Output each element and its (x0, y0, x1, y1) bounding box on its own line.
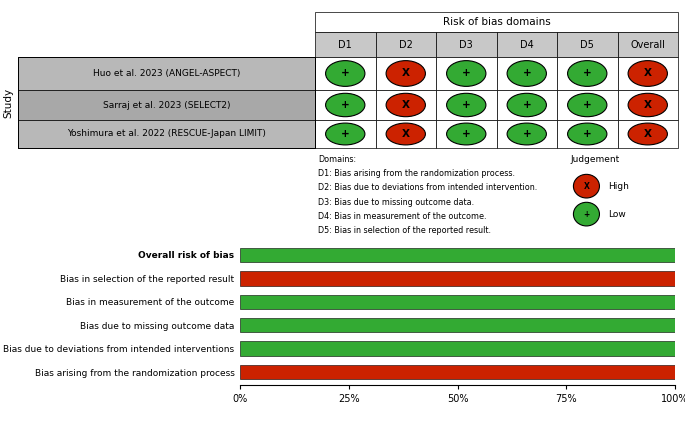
Text: X: X (401, 68, 410, 79)
Ellipse shape (568, 93, 607, 117)
FancyBboxPatch shape (436, 90, 497, 120)
Text: +: + (341, 129, 349, 139)
Ellipse shape (386, 93, 425, 117)
Ellipse shape (386, 123, 425, 145)
Text: Judgement: Judgement (570, 155, 619, 164)
FancyBboxPatch shape (375, 32, 436, 57)
Text: D4: Bias in measurement of the outcome.: D4: Bias in measurement of the outcome. (319, 212, 487, 221)
Text: D5: D5 (580, 40, 594, 49)
Ellipse shape (628, 123, 667, 145)
FancyBboxPatch shape (315, 12, 678, 32)
Bar (240, 318, 675, 332)
Text: Sarraj et al. 2023 (SELECT2): Sarraj et al. 2023 (SELECT2) (103, 101, 230, 110)
Text: X: X (644, 100, 651, 110)
Text: +: + (523, 68, 531, 79)
Text: High: High (608, 181, 630, 190)
Ellipse shape (507, 61, 547, 86)
Text: +: + (341, 68, 349, 79)
Ellipse shape (628, 93, 667, 117)
Text: Study: Study (3, 87, 13, 117)
Text: X: X (644, 129, 651, 139)
Text: +: + (341, 100, 349, 110)
FancyBboxPatch shape (617, 90, 678, 120)
Text: +: + (523, 129, 531, 139)
FancyBboxPatch shape (497, 90, 557, 120)
FancyBboxPatch shape (557, 32, 617, 57)
Text: Risk of bias domains: Risk of bias domains (443, 17, 550, 27)
Text: Domains:: Domains: (319, 155, 357, 164)
FancyBboxPatch shape (18, 120, 315, 148)
Text: +: + (584, 210, 590, 218)
Text: D1: D1 (338, 40, 352, 49)
Ellipse shape (325, 123, 365, 145)
Text: Low: Low (608, 210, 626, 218)
FancyBboxPatch shape (497, 120, 557, 148)
Text: +: + (583, 129, 592, 139)
Text: X: X (644, 68, 651, 79)
Bar (240, 295, 675, 309)
Ellipse shape (507, 93, 547, 117)
Ellipse shape (628, 61, 667, 86)
Bar (240, 341, 675, 356)
FancyBboxPatch shape (617, 120, 678, 148)
Text: Huo et al. 2023 (ANGEL-ASPECT): Huo et al. 2023 (ANGEL-ASPECT) (92, 69, 240, 78)
Text: D3: D3 (460, 40, 473, 49)
Text: D2: D2 (399, 40, 412, 49)
FancyBboxPatch shape (375, 120, 436, 148)
Ellipse shape (568, 61, 607, 86)
Ellipse shape (568, 123, 607, 145)
FancyBboxPatch shape (497, 57, 557, 90)
Text: +: + (523, 100, 531, 110)
Text: D5: Bias in selection of the reported result.: D5: Bias in selection of the reported re… (319, 226, 491, 235)
Ellipse shape (386, 61, 425, 86)
FancyBboxPatch shape (497, 32, 557, 57)
FancyBboxPatch shape (436, 57, 497, 90)
FancyBboxPatch shape (375, 90, 436, 120)
FancyBboxPatch shape (617, 57, 678, 90)
Ellipse shape (447, 93, 486, 117)
Ellipse shape (573, 202, 599, 226)
FancyBboxPatch shape (617, 32, 678, 57)
FancyBboxPatch shape (315, 57, 375, 90)
FancyBboxPatch shape (375, 57, 436, 90)
Text: +: + (462, 129, 471, 139)
Text: Overall: Overall (630, 40, 665, 49)
Ellipse shape (325, 93, 365, 117)
Text: Yoshimura et al. 2022 (RESCUE-Japan LIMIT): Yoshimura et al. 2022 (RESCUE-Japan LIMI… (67, 129, 266, 138)
Text: X: X (401, 129, 410, 139)
Ellipse shape (507, 123, 547, 145)
Text: +: + (462, 68, 471, 79)
FancyBboxPatch shape (315, 90, 375, 120)
Bar (240, 248, 675, 262)
Text: D3: Bias due to missing outcome data.: D3: Bias due to missing outcome data. (319, 197, 475, 206)
Ellipse shape (447, 123, 486, 145)
Bar (240, 365, 675, 379)
Bar (240, 271, 675, 286)
Text: D4: D4 (520, 40, 534, 49)
FancyBboxPatch shape (18, 57, 315, 90)
Ellipse shape (325, 61, 365, 86)
FancyBboxPatch shape (18, 90, 315, 120)
FancyBboxPatch shape (557, 120, 617, 148)
FancyBboxPatch shape (315, 120, 375, 148)
Text: +: + (583, 68, 592, 79)
Text: +: + (462, 100, 471, 110)
FancyBboxPatch shape (315, 32, 375, 57)
FancyBboxPatch shape (557, 57, 617, 90)
Ellipse shape (447, 61, 486, 86)
FancyBboxPatch shape (436, 32, 497, 57)
Text: +: + (583, 100, 592, 110)
Text: X: X (401, 100, 410, 110)
FancyBboxPatch shape (436, 120, 497, 148)
Ellipse shape (573, 174, 599, 198)
FancyBboxPatch shape (557, 90, 617, 120)
Text: D2: Bias due to deviations from intended intervention.: D2: Bias due to deviations from intended… (319, 183, 538, 192)
Text: X: X (584, 181, 589, 190)
Text: D1: Bias arising from the randomization process.: D1: Bias arising from the randomization … (319, 169, 515, 178)
